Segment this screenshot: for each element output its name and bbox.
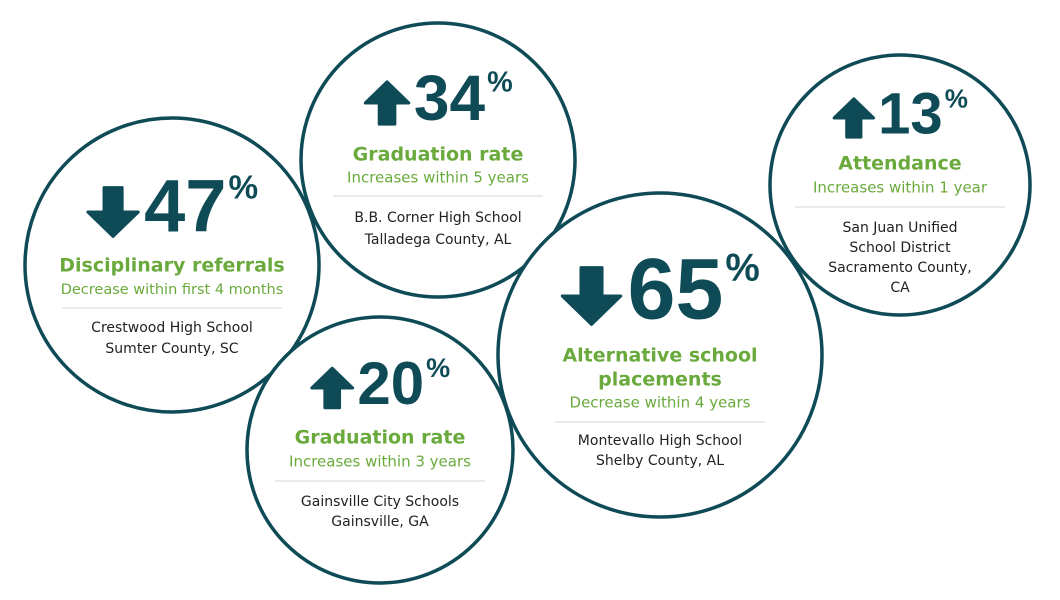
card-circle (496, 191, 824, 519)
arrow-down (86, 186, 140, 238)
metric: Graduation rate (295, 427, 466, 449)
stat-unit: % (487, 66, 513, 98)
metric: Alternative school (562, 345, 757, 367)
location: Talladega County, AL (364, 232, 512, 248)
stat-value: 34 (414, 62, 486, 134)
location: Sumter County, SC (105, 341, 238, 357)
location: School District (849, 240, 951, 256)
metric: Graduation rate (353, 144, 524, 166)
location: B.B. Corner High School (354, 210, 521, 226)
stat-card: 20 % Graduation rate Increases within 3 yea… (245, 315, 515, 585)
metric: placements (598, 369, 722, 391)
stat-unit: % (426, 353, 450, 383)
headline: 47% (86, 165, 258, 248)
location: Montevallo High School (578, 433, 742, 449)
headline: 13% (832, 81, 968, 146)
location: Crestwood High School (91, 320, 253, 336)
headline: 65% (560, 242, 760, 338)
change: Decrease within first 4 months (61, 282, 284, 298)
stat-value: 20 (357, 350, 424, 417)
headline: 20% (310, 350, 450, 417)
card-circle (768, 53, 1032, 317)
stat-card: 13 % Attendance Increases within 1 year San … (768, 53, 1032, 317)
location: Sacramento County, (828, 260, 971, 276)
location: Gainsville, GA (331, 514, 429, 530)
metric: Disciplinary referrals (59, 255, 285, 277)
change: Increases within 3 years (289, 453, 471, 471)
stat-card: 34 % Graduation rate Increases within 5 yea… (299, 21, 577, 299)
stat-card: 47 % Disciplinary referrals Decrease within… (23, 116, 321, 414)
arrow-up (310, 366, 355, 410)
location: CA (890, 280, 910, 296)
stat-unit: % (725, 246, 759, 289)
stat-unit: % (228, 170, 258, 207)
metric: Attendance (838, 153, 961, 175)
change: Increases within 1 year (813, 179, 988, 197)
card-circle (23, 116, 321, 414)
stat-value: 13 (878, 81, 943, 146)
location: San Juan Unified (842, 220, 957, 236)
stat-value: 47 (144, 165, 226, 248)
location: Gainsville City Schools (301, 494, 459, 510)
stat-unit: % (945, 83, 968, 113)
change: Increases within 5 years (347, 169, 529, 187)
arrow-up (363, 80, 411, 126)
change: Decrease within 4 years (570, 394, 751, 412)
card-circle (245, 315, 515, 585)
arrow-up (832, 97, 876, 139)
arrow-down (560, 266, 623, 326)
card-circle (299, 21, 577, 299)
location: Shelby County, AL (596, 453, 724, 469)
stat-value: 65 (628, 242, 724, 338)
headline: 34% (363, 62, 513, 134)
